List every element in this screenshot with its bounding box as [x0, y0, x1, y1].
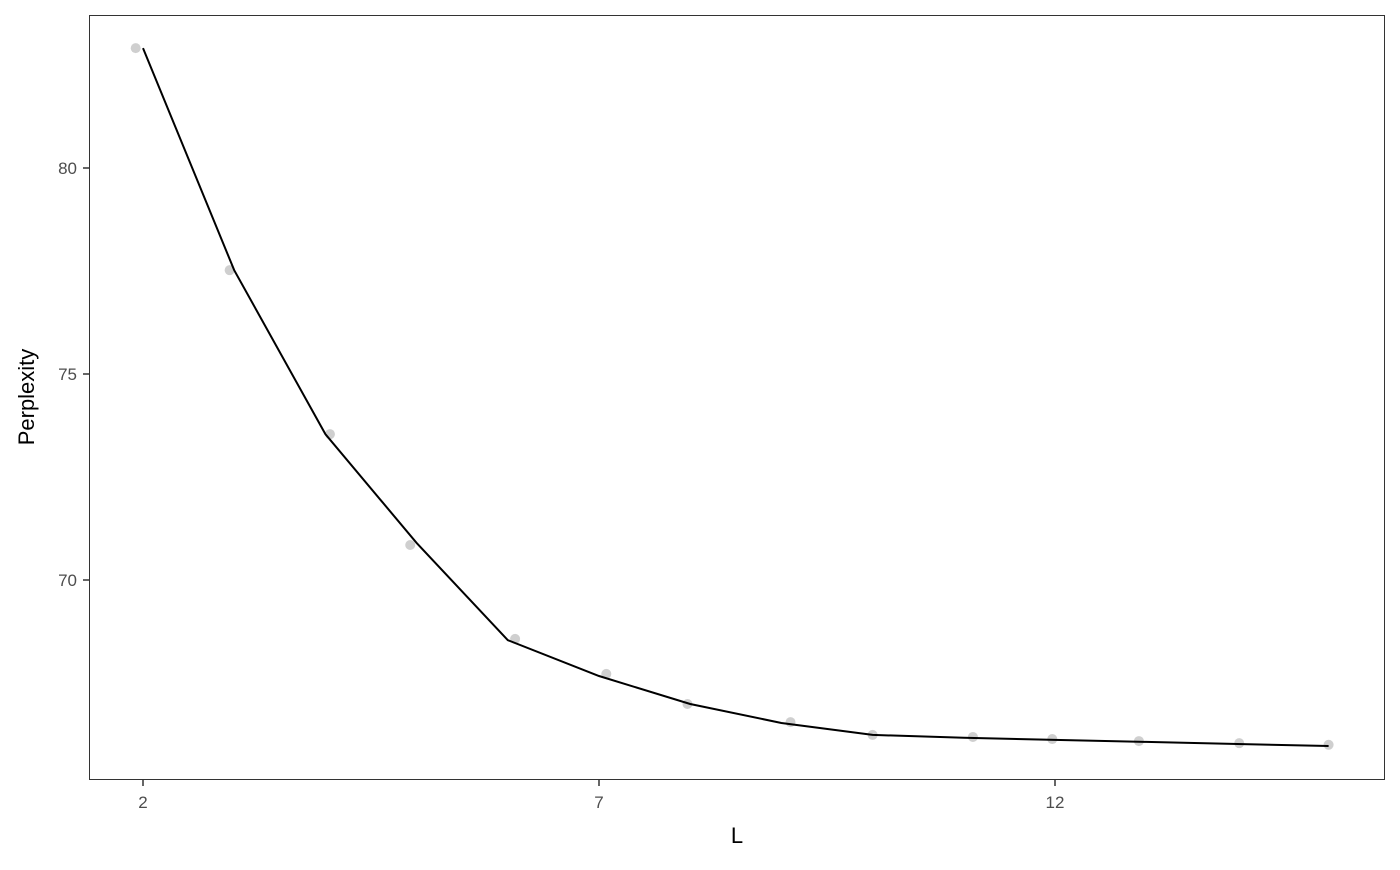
series-line — [142, 47, 1329, 748]
data-point — [1323, 739, 1334, 750]
x-axis-label: L — [731, 823, 743, 848]
y-axis: 70 75 80 — [58, 159, 89, 590]
x-tick-label: 12 — [1046, 793, 1065, 812]
y-tick-label: 75 — [58, 365, 77, 384]
y-axis-label: Perplexity — [14, 349, 39, 446]
data-point — [785, 717, 796, 728]
x-tick-label: 2 — [138, 793, 147, 812]
data-point — [405, 539, 416, 550]
data-point — [130, 43, 141, 54]
x-tick-label: 7 — [594, 793, 603, 812]
y-tick-label: 80 — [58, 159, 77, 178]
x-axis: 2 7 12 — [138, 780, 1064, 812]
y-tick-label: 70 — [58, 571, 77, 590]
panel-border — [89, 15, 1385, 780]
data-point — [967, 731, 978, 742]
